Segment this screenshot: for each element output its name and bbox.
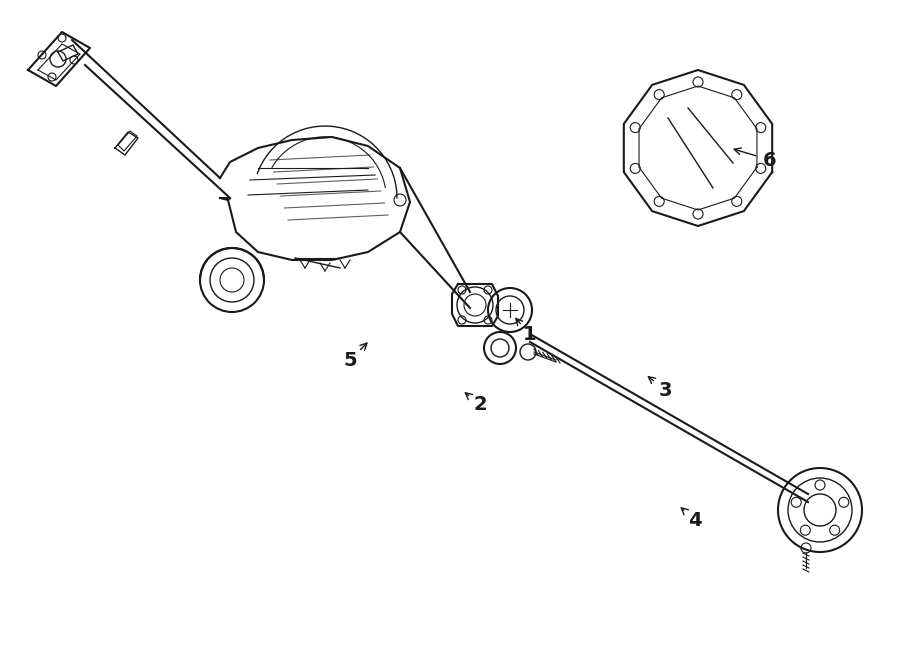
- Text: 1: 1: [523, 325, 536, 344]
- Text: 6: 6: [763, 151, 777, 169]
- Text: 3: 3: [658, 381, 671, 399]
- Text: 5: 5: [343, 350, 356, 369]
- Text: 2: 2: [473, 395, 487, 414]
- Text: 4: 4: [688, 510, 702, 529]
